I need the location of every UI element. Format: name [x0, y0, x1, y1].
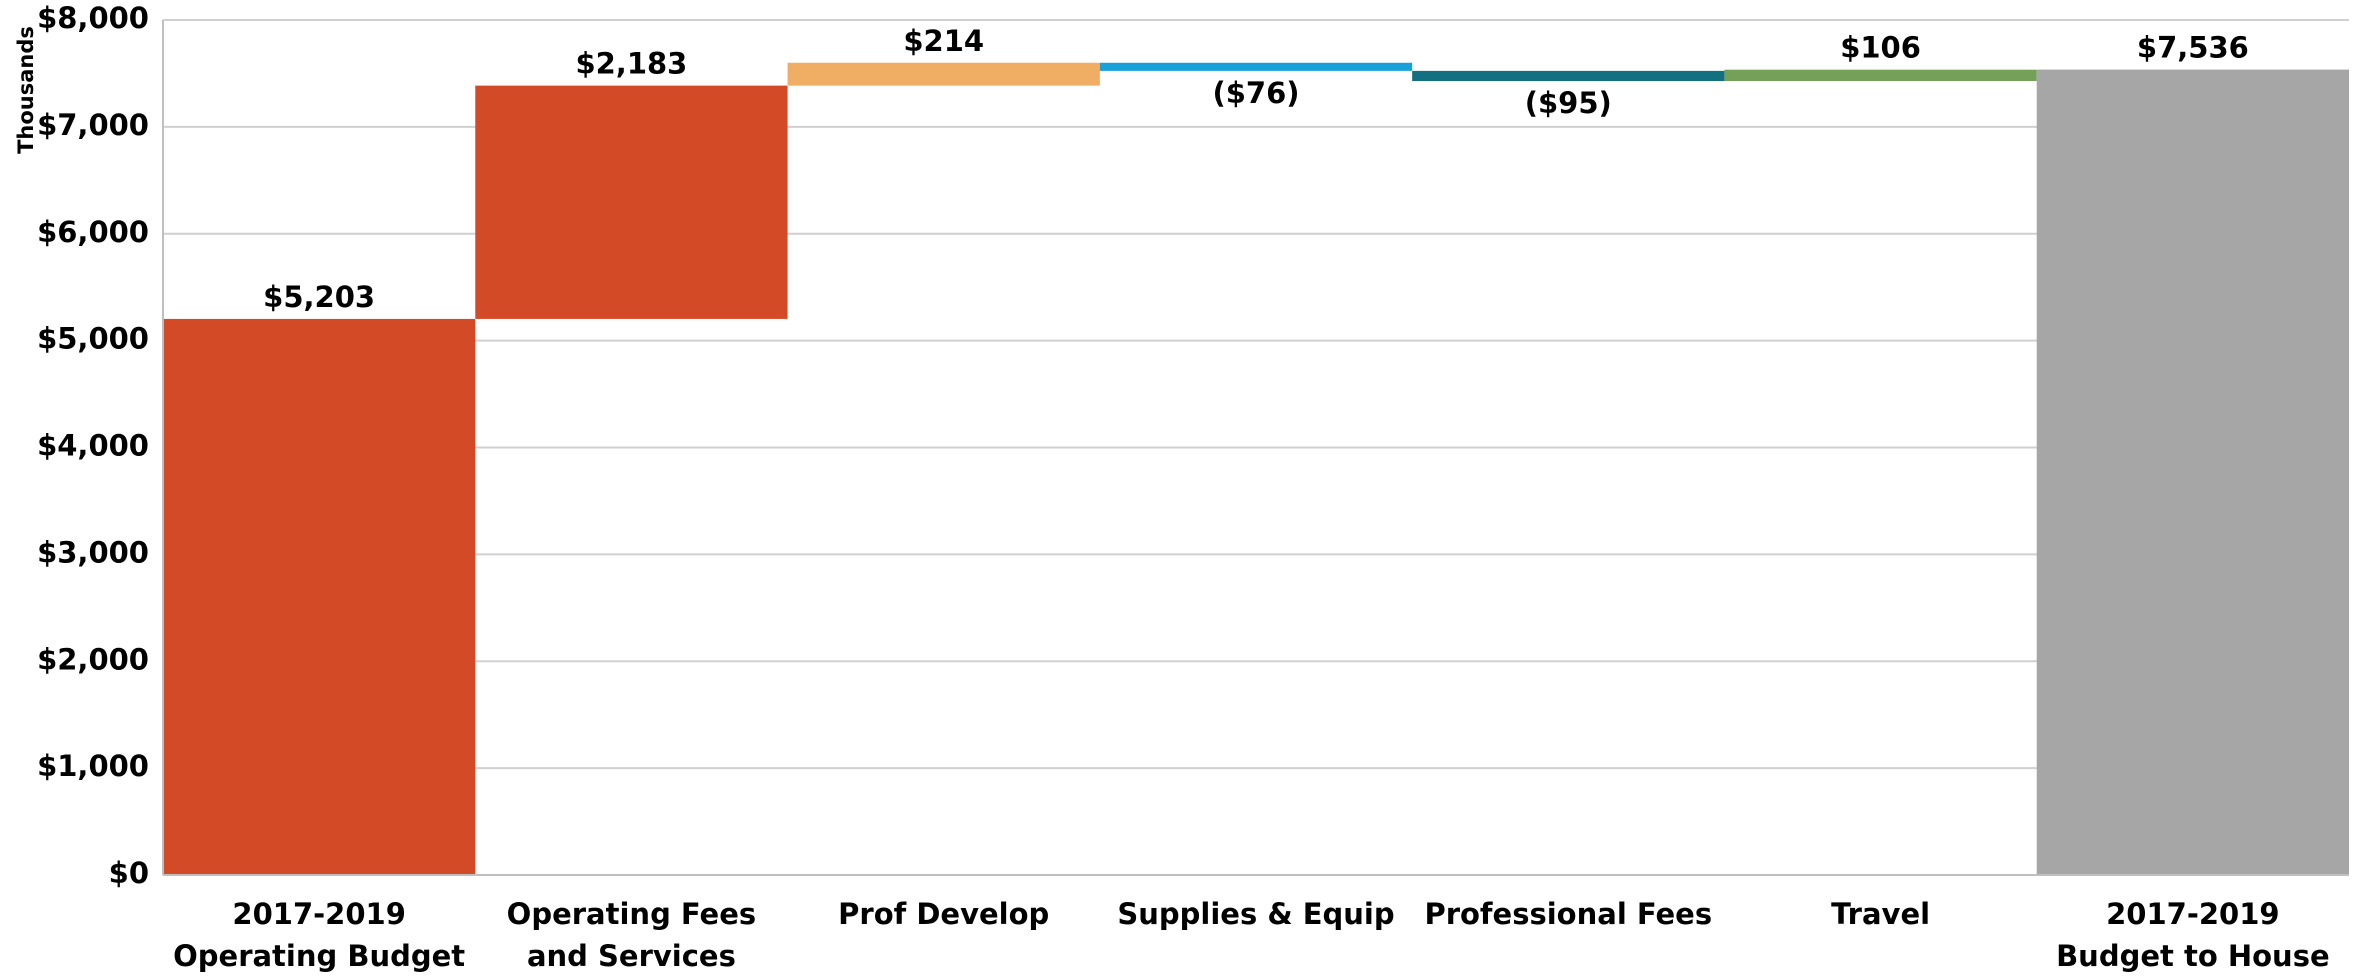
data-label: ($95)	[1525, 86, 1612, 120]
y-tick-label: $5,000	[37, 322, 149, 356]
data-label: $106	[1840, 31, 1921, 65]
data-label: $2,183	[575, 47, 687, 81]
y-tick-label: $1,000	[37, 749, 149, 783]
x-tick-label: 2017-2019 Operating Budget	[173, 897, 465, 973]
x-tick-label: Operating Fees and Services	[507, 897, 757, 973]
y-tick-label: $7,000	[37, 108, 149, 142]
data-label: $214	[903, 24, 984, 58]
y-tick-label: $2,000	[37, 642, 149, 676]
bar	[2036, 69, 2349, 876]
x-tick-label: 2017-2019 Budget to House	[2056, 897, 2330, 973]
data-label: ($76)	[1212, 76, 1299, 110]
bar	[1099, 62, 1413, 71]
y-tick-label: $4,000	[37, 429, 149, 463]
bar	[163, 318, 476, 875]
bar	[1412, 70, 1725, 82]
x-tick-label: Supplies & Equip	[1117, 897, 1394, 931]
x-tick-label: Prof Develop	[838, 897, 1049, 931]
y-tick-label: $3,000	[37, 535, 149, 569]
bar	[1724, 69, 2037, 82]
y-tick-label: $0	[109, 856, 149, 890]
data-label: $5,203	[263, 280, 375, 314]
data-label: $7,536	[2137, 31, 2249, 65]
bar	[787, 62, 1100, 86]
x-tick-label: Professional Fees	[1424, 897, 1712, 931]
y-tick-label: $6,000	[37, 215, 149, 249]
y-tick-label: $8,000	[37, 1, 149, 35]
x-tick-label: Travel	[1831, 897, 1930, 931]
bar	[475, 85, 788, 319]
y-axis-label: Thousands	[14, 26, 38, 154]
